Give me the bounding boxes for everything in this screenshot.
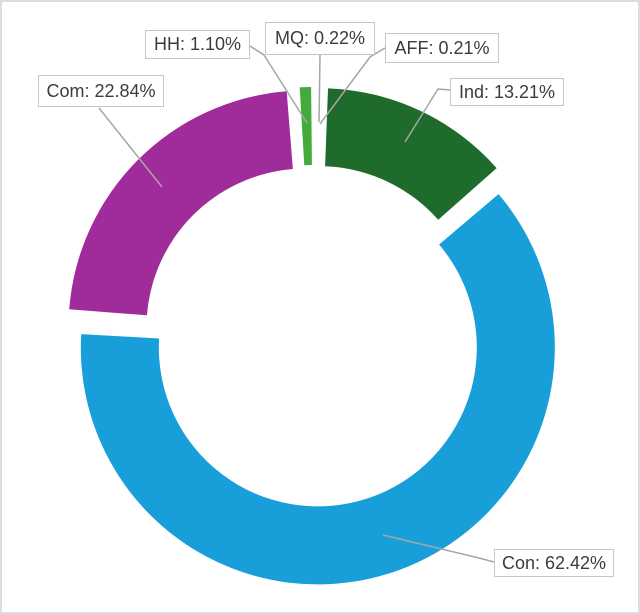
leader-line-aff (319, 47, 386, 125)
leader-lines (98, 45, 495, 563)
leader-line-con (382, 534, 495, 563)
leader-line-ind (404, 88, 451, 143)
leader-line-com (98, 107, 163, 188)
callout-label-aff: AFF: 0.21% (385, 33, 499, 63)
donut-slice-ind[interactable] (325, 88, 497, 220)
donut-slices (69, 87, 555, 585)
callout-label-hh: HH: 1.10% (145, 30, 250, 59)
leader-line-mq (318, 54, 321, 123)
callout-label-ind: Ind: 13.21% (450, 78, 564, 106)
donut-slice-hh[interactable] (299, 87, 312, 166)
callout-label-con: Con: 62.42% (494, 549, 614, 577)
donut-slice-con[interactable] (80, 194, 555, 585)
callout-label-com: Com: 22.84% (38, 75, 164, 107)
leader-line-hh (249, 45, 308, 124)
callout-label-mq: MQ: 0.22% (265, 22, 375, 55)
donut-slice-com[interactable] (69, 91, 293, 316)
